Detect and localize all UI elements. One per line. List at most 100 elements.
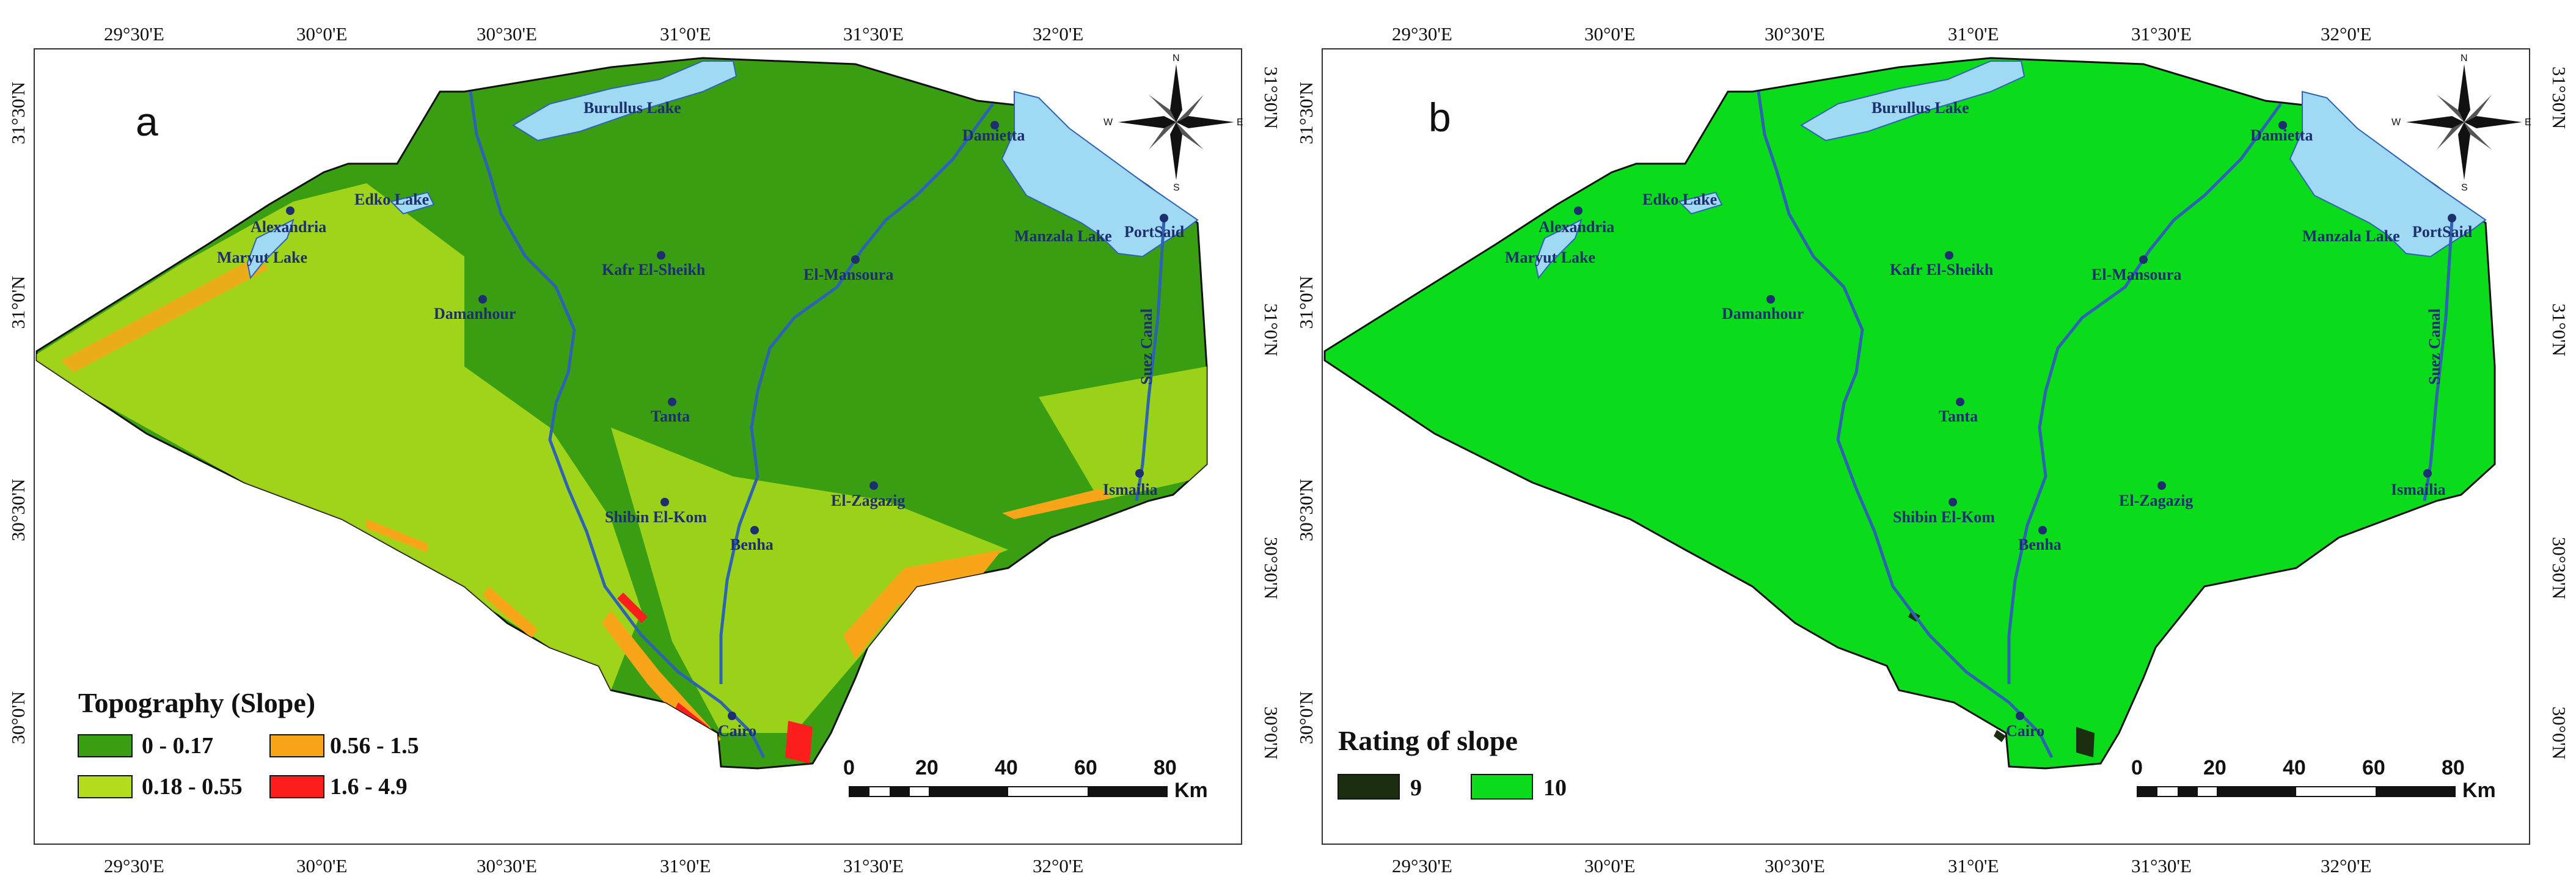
tick-bottom: 31°0'E	[660, 855, 711, 877]
north-arrow: N S W E	[1103, 53, 1243, 193]
legend-swatch-10	[1471, 774, 1533, 800]
tick-bottom: 32°0'E	[1033, 855, 1083, 877]
maryut-lake	[1534, 219, 1583, 280]
place-labels: Burullus Lake Damietta Edko Lake Alexand…	[217, 99, 1185, 740]
map-frame	[1322, 48, 2530, 845]
right-ticks: 31°30'N 31°0'N 30°30'N 30°0'N	[2549, 67, 2570, 760]
label-edko-lake: Edko Lake	[1642, 191, 1717, 208]
compass-w: W	[1103, 117, 1113, 128]
map-frame	[34, 48, 1242, 845]
south-point	[2458, 122, 2470, 180]
compass-diagonal	[2464, 95, 2492, 122]
top-ticks: 29°30'E 30°0'E 30°30'E 31°0'E 31°30'E 32…	[1392, 23, 2371, 45]
label-el-zagazig: El-Zagazig	[2119, 492, 2193, 509]
rating-9-zone	[2076, 727, 2095, 757]
edko-lake	[390, 191, 435, 215]
tick-top: 32°0'E	[1033, 23, 1083, 45]
legend-swatch-0.56-1.5	[269, 734, 324, 757]
legend-swatch-1.6-4.9	[269, 775, 324, 798]
label-el-mansoura: El-Mansoura	[803, 266, 893, 283]
tick-bottom: 30°30'E	[477, 855, 537, 877]
tick-right: 31°30'N	[2549, 67, 2570, 129]
east-point	[1176, 116, 1234, 128]
city-dot-tanta	[1956, 398, 1964, 406]
scale-label-0: 0	[2131, 756, 2143, 779]
panel-letter: a	[136, 99, 158, 144]
tick-bottom: 31°30'E	[843, 855, 904, 877]
place-labels: Burullus Lake Damietta Edko Lake Alexand…	[1505, 99, 2473, 740]
city-dot-portsaid	[1160, 214, 1168, 222]
city-dot-damietta	[990, 121, 999, 129]
tick-bottom: 32°0'E	[2321, 855, 2371, 877]
rosetta-branch	[1757, 91, 2054, 759]
city-dot-shibin-el-kom	[1948, 498, 1957, 506]
legend-label-0.18-0.55: 0.18 - 0.55	[142, 774, 243, 800]
slope-zone-moderate	[1039, 366, 1207, 501]
city-dot-alexandria	[286, 206, 295, 215]
legend-label-1.6-4.9: 1.6 - 4.9	[330, 774, 408, 800]
east-point	[2464, 116, 2522, 128]
left-ticks: 31°30'N 31°0'N 30°30'N 30°0'N	[1295, 82, 1317, 745]
label-burullus-lake: Burullus Lake	[584, 99, 681, 117]
slope-rating-map-b: Burullus Lake Damietta Edko Lake Alexand…	[1295, 23, 2570, 877]
tick-top: 31°30'E	[2131, 23, 2192, 45]
label-ismailia: Ismailia	[2391, 481, 2446, 498]
tick-right: 31°30'N	[1261, 67, 1282, 129]
tick-bottom: 30°0'E	[296, 855, 347, 877]
city-dot-benha	[2038, 526, 2047, 534]
tick-bottom: 31°30'E	[2131, 855, 2192, 877]
tick-right: 31°0'N	[1261, 304, 1282, 357]
burullus-lake	[1800, 60, 2025, 142]
scale-segment	[2376, 787, 2455, 796]
tick-right: 30°0'N	[2549, 707, 2570, 760]
slope-map-a: Burullus Lake Damietta Edko Lake Alexand…	[7, 23, 1282, 877]
edko-lake	[1678, 191, 1723, 215]
bottom-ticks: 29°30'E 30°0'E 30°30'E 31°0'E 31°30'E 32…	[1392, 855, 2371, 877]
tick-top: 30°0'E	[1584, 23, 1635, 45]
scale-label-60: 60	[2362, 756, 2385, 779]
city-dot-shibin-el-kom	[660, 498, 669, 506]
slope-zone-max	[617, 592, 648, 623]
slope-zone-max	[785, 721, 813, 764]
label-suez-canal: Suez Canal	[1138, 308, 1155, 385]
legend-title: Topography (Slope)	[78, 687, 315, 718]
tick-top: 31°0'E	[1948, 23, 1999, 45]
compass-diagonal	[1176, 122, 1204, 150]
label-alexandria: Alexandria	[251, 218, 326, 236]
region-boundary	[1323, 57, 2496, 770]
legend-label-9: 9	[1410, 775, 1422, 801]
tick-left: 31°0'N	[1295, 276, 1317, 329]
label-el-zagazig: El-Zagazig	[831, 492, 905, 509]
label-cairo: Cairo	[718, 722, 756, 740]
scale-bar: 0 20 40 60 80 Km	[2131, 756, 2496, 802]
tick-left: 31°30'N	[1295, 82, 1317, 144]
city-dot-el-mansoura	[851, 255, 860, 264]
city-dot-el-zagazig	[869, 481, 878, 490]
scale-label-20: 20	[915, 756, 939, 779]
tick-right: 30°30'N	[2549, 537, 2570, 599]
label-portsaid: PortSaid	[2412, 223, 2473, 241]
panel-letter: b	[1429, 95, 1451, 140]
compass-s: S	[1173, 183, 1180, 193]
burullus-lake	[512, 60, 737, 142]
compass-diagonal	[2464, 122, 2492, 150]
slope-zone-steep	[61, 257, 269, 373]
label-kafr-el-sheikh: Kafr El-Sheikh	[602, 261, 706, 279]
scale-unit: Km	[1174, 779, 1208, 802]
label-suez-canal: Suez Canal	[2426, 308, 2443, 385]
damietta-branch	[719, 103, 995, 684]
rosetta-branch	[469, 91, 766, 759]
city-dot-portsaid	[2448, 214, 2456, 222]
city-dot-benha	[750, 526, 759, 534]
label-damietta: Damietta	[2250, 126, 2313, 144]
scale-segment	[2178, 787, 2198, 796]
right-ticks: 31°30'N 31°0'N 30°30'N 30°0'N	[1261, 67, 1282, 760]
label-benha: Benha	[2018, 536, 2062, 553]
west-point	[1118, 116, 1176, 128]
legend: Rating of slope 9 10	[1337, 725, 1567, 801]
tick-bottom: 30°30'E	[1765, 855, 1825, 877]
city-dot-cairo	[2016, 712, 2024, 720]
city-dot-el-zagazig	[2157, 481, 2166, 490]
top-ticks: 29°30'E 30°0'E 30°30'E 31°0'E 31°30'E 32…	[104, 23, 1083, 45]
west-point	[2406, 116, 2464, 128]
